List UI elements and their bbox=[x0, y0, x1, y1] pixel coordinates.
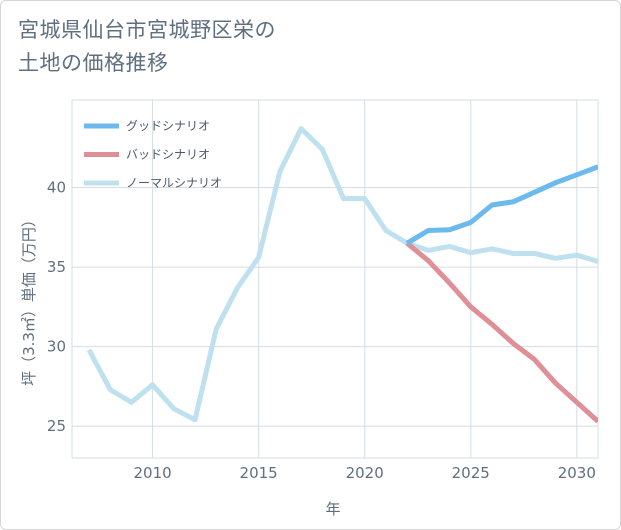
page-title: 宮城県仙台市宮城野区栄の 土地の価格推移 bbox=[18, 14, 276, 80]
grid bbox=[72, 100, 598, 458]
title-line-1: 宮城県仙台市宮城野区栄の bbox=[18, 18, 276, 42]
plot-frame bbox=[71, 99, 599, 459]
legend-label-good: グッドシナリオ bbox=[126, 119, 210, 133]
axis-ticks: 2010 2015 2020 2025 2030 25 30 35 40 bbox=[47, 179, 596, 482]
x-tick-label-2030: 2030 bbox=[558, 464, 596, 482]
y-tick-label-30: 30 bbox=[47, 338, 66, 356]
y-tick-label-40: 40 bbox=[47, 179, 66, 197]
series-line-good bbox=[405, 164, 598, 246]
y-axis-label: 坪（3.3㎡）単価（万円） bbox=[20, 212, 38, 386]
x-tick-label-2015: 2015 bbox=[240, 464, 278, 482]
series-line-normal bbox=[86, 126, 598, 423]
x-tick-label-2010: 2010 bbox=[134, 464, 172, 482]
x-tick-label-2025: 2025 bbox=[452, 464, 490, 482]
x-axis-label: 年 bbox=[325, 500, 340, 518]
y-tick-label-25: 25 bbox=[47, 417, 66, 435]
series-line-bad bbox=[405, 241, 598, 424]
title-line-2: 土地の価格推移 bbox=[18, 51, 169, 75]
legend-label-normal: ノーマルシナリオ bbox=[126, 176, 222, 190]
y-tick-label-35: 35 bbox=[47, 258, 66, 276]
legend-label-bad: バッドシナリオ bbox=[126, 148, 210, 162]
x-tick-label-2020: 2020 bbox=[346, 464, 384, 482]
series-group bbox=[86, 126, 598, 424]
